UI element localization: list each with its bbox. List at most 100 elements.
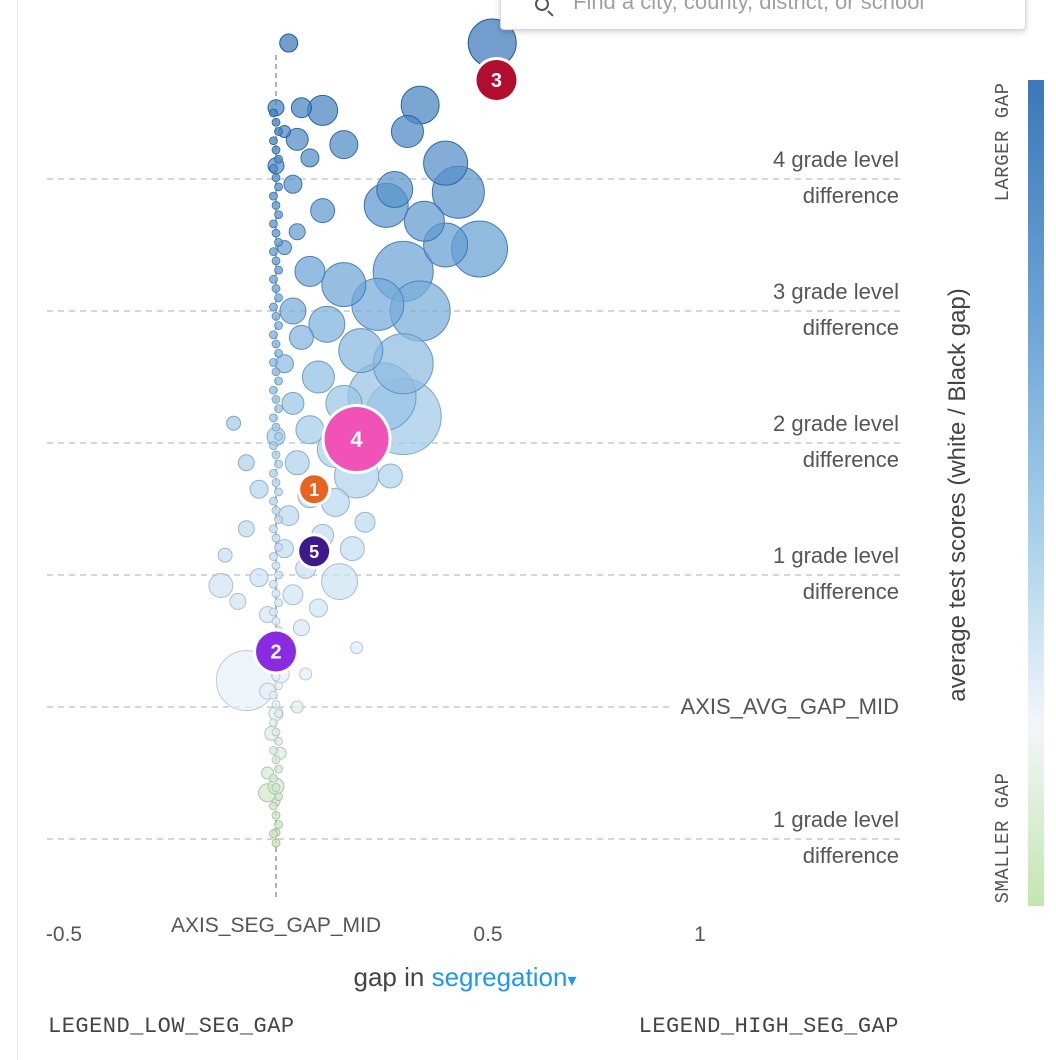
data-point bbox=[295, 415, 325, 445]
data-point bbox=[338, 328, 384, 374]
data-point bbox=[274, 681, 283, 691]
data-point bbox=[269, 690, 278, 700]
search-input[interactable] bbox=[571, 0, 1015, 21]
data-point bbox=[269, 164, 278, 173]
data-point bbox=[285, 127, 309, 151]
y-tick-label-bg bbox=[670, 691, 904, 721]
data-point bbox=[271, 256, 281, 266]
x-tick-label: 1 bbox=[694, 923, 706, 946]
data-point bbox=[308, 305, 346, 343]
data-point bbox=[274, 210, 283, 220]
data-point bbox=[372, 333, 434, 395]
data-point bbox=[269, 607, 278, 617]
y-tick-label: 1 grade level bbox=[773, 543, 899, 568]
data-point bbox=[284, 450, 310, 476]
y-tick-label-sub: difference bbox=[803, 843, 899, 868]
data-point bbox=[350, 641, 364, 655]
data-point bbox=[321, 262, 367, 308]
y-tick-label: 1 grade level bbox=[773, 807, 899, 832]
colorbar-top-label-text: LARGER GAP bbox=[992, 82, 1014, 202]
y-tick-label-sub: difference bbox=[803, 183, 899, 208]
data-point bbox=[271, 228, 281, 238]
data-point bbox=[249, 568, 269, 588]
frame-edge bbox=[17, 0, 18, 1060]
data-point bbox=[279, 33, 299, 53]
data-point bbox=[310, 198, 336, 224]
data-point bbox=[292, 619, 310, 637]
data-point bbox=[271, 838, 281, 848]
marker-label: 5 bbox=[309, 542, 319, 562]
data-point bbox=[274, 820, 283, 829]
x-axis-title: gap in segregation▾ bbox=[0, 962, 930, 993]
metric-selector-label: segregation bbox=[431, 962, 568, 992]
x-tick-label: -0.5 bbox=[46, 923, 82, 946]
data-point bbox=[423, 140, 469, 186]
data-point bbox=[269, 773, 278, 783]
data-point bbox=[208, 573, 234, 599]
y-tick-label-sub: difference bbox=[803, 315, 899, 340]
marker-2 bbox=[256, 631, 296, 672]
data-point bbox=[269, 385, 278, 395]
data-point bbox=[226, 415, 242, 431]
y-tick-label: 3 grade level bbox=[773, 279, 899, 304]
chevron-down-icon: ▾ bbox=[567, 970, 577, 990]
data-point bbox=[290, 700, 304, 714]
data-point bbox=[269, 524, 278, 534]
data-point bbox=[274, 127, 283, 136]
search-icon bbox=[535, 0, 549, 11]
data-point bbox=[217, 547, 233, 563]
search-box[interactable] bbox=[500, 0, 1026, 30]
data-point bbox=[271, 478, 281, 488]
data-point bbox=[269, 829, 278, 839]
data-point bbox=[271, 533, 281, 543]
marker-label: 4 bbox=[350, 427, 363, 452]
x-tick-labels: -0.5 AXIS_SEG_GAP_MID 0.5 1 bbox=[46, 914, 706, 946]
data-point bbox=[294, 255, 326, 287]
y-tick-label: 2 grade level bbox=[773, 411, 899, 436]
data-point bbox=[301, 360, 335, 394]
data-point bbox=[271, 173, 281, 183]
data-point bbox=[271, 311, 281, 321]
y-tick-label: AXIS_AVG_GAP_MID bbox=[681, 694, 899, 719]
data-point bbox=[376, 171, 414, 209]
data-point bbox=[249, 479, 269, 499]
data-point bbox=[271, 395, 281, 404]
data-point bbox=[403, 200, 445, 242]
data-point bbox=[274, 431, 283, 441]
data-point bbox=[274, 598, 283, 608]
data-point bbox=[271, 783, 281, 792]
x-axis-title-prefix: gap in bbox=[353, 962, 425, 992]
y-tick-labels: 4 grade level difference 3 grade level diff… bbox=[670, 147, 904, 868]
data-point bbox=[274, 237, 283, 247]
data-point bbox=[274, 321, 283, 330]
data-point bbox=[288, 324, 314, 350]
data-point bbox=[269, 358, 278, 367]
data-point bbox=[377, 463, 403, 489]
data-point bbox=[288, 223, 306, 241]
marker-label: 2 bbox=[270, 642, 281, 664]
metric-selector[interactable]: segregation▾ bbox=[432, 962, 577, 992]
data-point bbox=[271, 117, 281, 127]
data-point bbox=[274, 182, 283, 192]
data-point bbox=[274, 154, 283, 164]
data-point bbox=[271, 810, 281, 820]
legend-high-label: LEGEND_HIGH_SEG_GAP bbox=[638, 1014, 899, 1039]
x-tick-label: AXIS_SEG_GAP_MID bbox=[171, 914, 381, 937]
bubble-layer bbox=[208, 18, 517, 848]
data-point bbox=[274, 293, 283, 303]
data-point bbox=[274, 792, 283, 802]
y-tick-label: 4 grade level bbox=[773, 147, 899, 172]
data-point bbox=[269, 746, 278, 755]
marker-label: 1 bbox=[309, 480, 319, 500]
data-point bbox=[269, 330, 278, 340]
data-point bbox=[274, 265, 283, 275]
data-point bbox=[269, 274, 278, 284]
data-point bbox=[271, 200, 281, 210]
data-point bbox=[269, 718, 278, 728]
data-point bbox=[269, 108, 278, 118]
data-point bbox=[329, 130, 359, 160]
data-point bbox=[271, 755, 281, 765]
data-point bbox=[290, 97, 312, 119]
data-point bbox=[269, 468, 278, 478]
